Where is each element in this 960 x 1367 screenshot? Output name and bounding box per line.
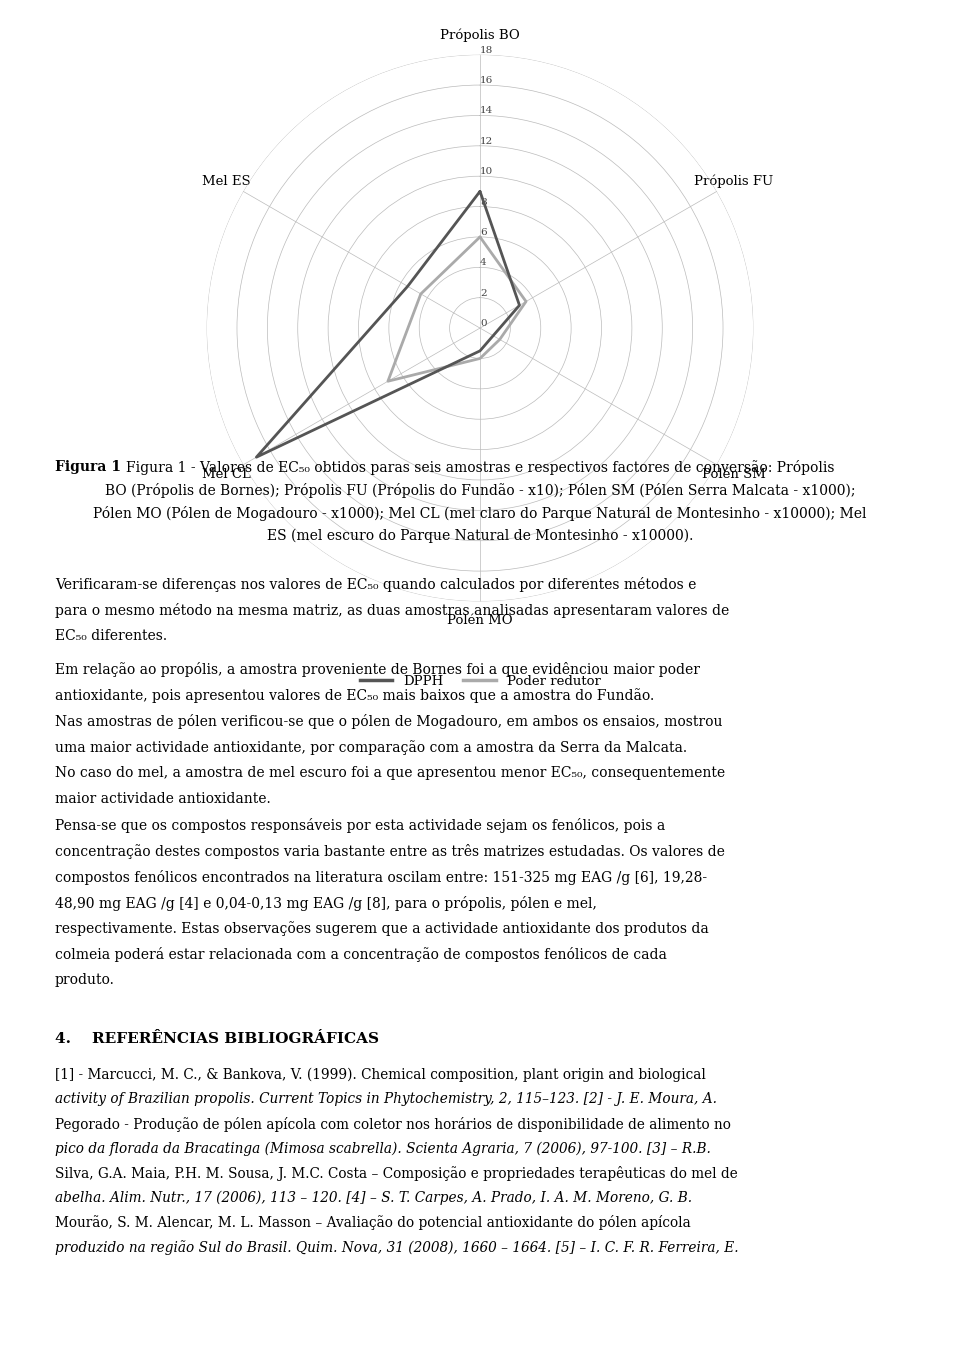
Text: [1] - Marcucci, M. C., & Bankova, V. (1999). Chemical composition, plant origin : [1] - Marcucci, M. C., & Bankova, V. (19… [55, 1068, 706, 1081]
Text: No caso do mel, a amostra de mel escuro foi a que apresentou menor EC₅₀, consequ: No caso do mel, a amostra de mel escuro … [55, 766, 725, 779]
Text: 4.    REFERÊNCIAS BIBLIOGRÁFICAS: 4. REFERÊNCIAS BIBLIOGRÁFICAS [55, 1032, 378, 1046]
Text: pico da florada da Bracatinga (Mimosa scabrella). Scienta Agraria, 7 (2006), 97-: pico da florada da Bracatinga (Mimosa sc… [55, 1141, 710, 1156]
Text: maior actividade antioxidante.: maior actividade antioxidante. [55, 791, 271, 805]
Text: Pegorado - Produção de pólen apícola com coletor nos horários de disponibilidade: Pegorado - Produção de pólen apícola com… [55, 1117, 731, 1132]
Text: Verificaram-se diferenças nos valores de EC₅₀ quando calculados por diferentes m: Verificaram-se diferenças nos valores de… [55, 577, 696, 592]
Text: Nas amostras de pólen verificou-se que o pólen de Mogadouro, em ambos os ensaios: Nas amostras de pólen verificou-se que o… [55, 714, 722, 729]
Text: produto.: produto. [55, 973, 114, 987]
Text: BO (Própolis de Bornes); Própolis FU (Própolis do Fundão - x10); Pólen SM (Pólen: BO (Própolis de Bornes); Própolis FU (Pr… [105, 483, 855, 498]
Text: EC₅₀ diferentes.: EC₅₀ diferentes. [55, 629, 167, 644]
Text: abelha. Alim. Nutr., 17 (2006), 113 – 120. [4] – S. T. Carpes, A. Prado, I. A. M: abelha. Alim. Nutr., 17 (2006), 113 – 12… [55, 1191, 692, 1206]
Text: ES (mel escuro do Parque Natural de Montesinho - x10000).: ES (mel escuro do Parque Natural de Mont… [267, 529, 693, 544]
Text: Pensa-se que os compostos responsáveis por esta actividade sejam os fenólicos, p: Pensa-se que os compostos responsáveis p… [55, 817, 665, 833]
Text: compostos fenólicos encontrados na literatura oscilam entre: 151-325 mg EAG /g [: compostos fenólicos encontrados na liter… [55, 869, 707, 884]
Text: para o mesmo método na mesma matriz, as duas amostras analisadas apresentaram va: para o mesmo método na mesma matriz, as … [55, 603, 729, 618]
Text: Pólen MO (Pólen de Mogadouro - x1000); Mel CL (mel claro do Parque Natural de Mo: Pólen MO (Pólen de Mogadouro - x1000); M… [93, 506, 867, 521]
Text: Silva, G.A. Maia, P.H. M. Sousa, J. M.C. Costa – Composição e propriedades terap: Silva, G.A. Maia, P.H. M. Sousa, J. M.C.… [55, 1166, 737, 1181]
Text: 48,90 mg EAG /g [4] e 0,04-0,13 mg EAG /g [8], para o própolis, pólen e mel,: 48,90 mg EAG /g [4] e 0,04-0,13 mg EAG /… [55, 895, 596, 910]
Text: colmeia poderá estar relacionada com a concentração de compostos fenólicos de ca: colmeia poderá estar relacionada com a c… [55, 947, 666, 962]
Text: Figura 1: Figura 1 [55, 461, 121, 474]
Text: uma maior actividade antioxidante, por comparação com a amostra da Serra da Malc: uma maior actividade antioxidante, por c… [55, 740, 686, 755]
Text: activity of Brazilian propolis. Current Topics in Phytochemistry, 2, 115–123. [2: activity of Brazilian propolis. Current … [55, 1092, 717, 1106]
Legend: DPPH, Poder redutor: DPPH, Poder redutor [354, 670, 606, 693]
Text: Mourão, S. M. Alencar, M. L. Masson – Avaliação do potencial antioxidante do pól: Mourão, S. M. Alencar, M. L. Masson – Av… [55, 1215, 690, 1230]
Text: respectivamente. Estas observações sugerem que a actividade antioxidante dos pro: respectivamente. Estas observações suger… [55, 921, 708, 936]
Text: Em relação ao propólis, a amostra proveniente de Bornes foi a que evidênciou mai: Em relação ao propólis, a amostra proven… [55, 662, 700, 677]
Text: produzido na região Sul do Brasil. Quim. Nova, 31 (2008), 1660 – 1664. [5] – I. : produzido na região Sul do Brasil. Quim.… [55, 1240, 738, 1255]
Text: concentração destes compostos varia bastante entre as três matrizes estudadas. O: concentração destes compostos varia bast… [55, 843, 725, 858]
Text: Figura 1 - Valores de EC₅₀ obtidos paras seis amostras e respectivos factores de: Figura 1 - Valores de EC₅₀ obtidos paras… [126, 461, 834, 474]
Text: antioxidante, pois apresentou valores de EC₅₀ mais baixos que a amostra do Fundã: antioxidante, pois apresentou valores de… [55, 688, 654, 703]
